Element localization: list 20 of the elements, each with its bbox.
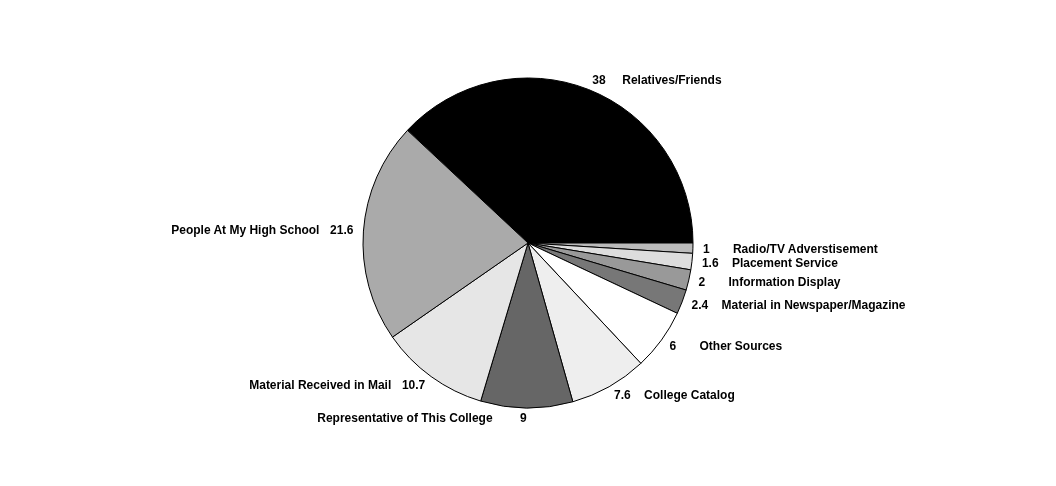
data-label: 1: [702, 241, 710, 256]
data-label: 2.4: [691, 298, 709, 313]
data-label: 7.6: [614, 388, 632, 403]
slice-label: Information Display: [728, 275, 841, 290]
slice-label: College Catalog: [644, 388, 735, 403]
slice-label: Other Sources: [699, 338, 783, 353]
data-label: 21.6: [330, 223, 354, 238]
slice-label: Radio/TV Adverstisement: [732, 241, 878, 256]
slice-label: Material Received in Mail: [249, 377, 392, 392]
slice-label: Placement Service: [731, 255, 839, 270]
slice-label: Representative of This College: [317, 410, 493, 425]
data-label: 10.7: [401, 377, 426, 392]
slice-label: Relatives/Friends: [622, 73, 722, 88]
data-label: 2: [698, 275, 706, 290]
data-label: 9: [519, 410, 527, 425]
slice-label: Material in Newspaper/Magazine: [721, 298, 906, 313]
slice-label: People At My High School: [171, 223, 320, 238]
data-label: 6: [669, 338, 677, 353]
data-label: 1.6: [701, 255, 719, 270]
data-label: 38: [592, 73, 606, 88]
